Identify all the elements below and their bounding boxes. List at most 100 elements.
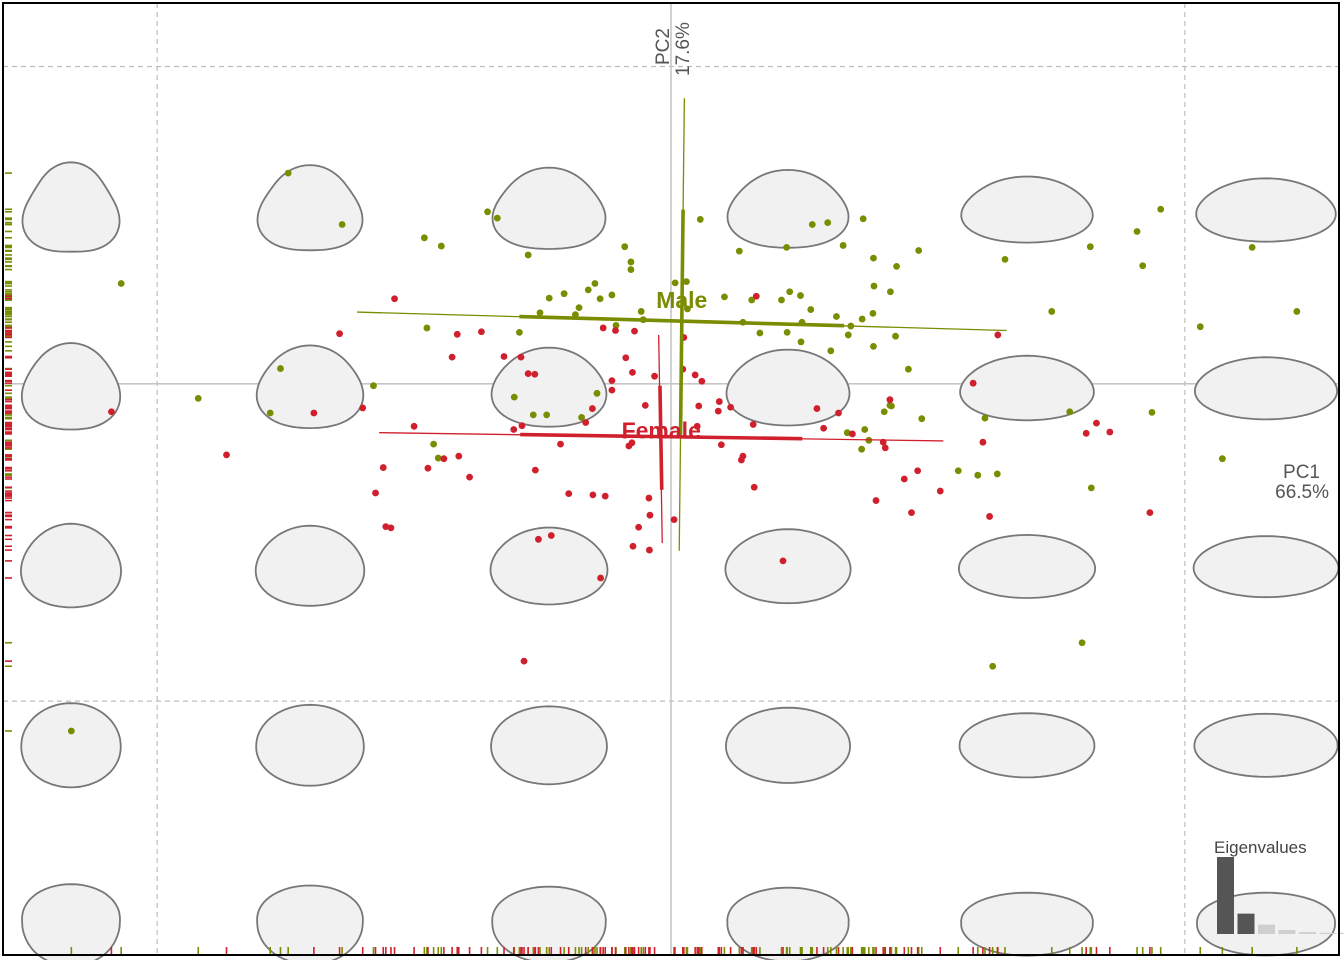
male-point	[671, 279, 679, 287]
female-point	[535, 535, 542, 543]
morphospace-shape	[1193, 712, 1339, 778]
morphospace-shape	[489, 526, 609, 606]
male-point	[858, 315, 866, 323]
female-point	[597, 574, 605, 582]
female-point	[715, 398, 723, 405]
male-point	[591, 280, 599, 287]
female-point	[979, 438, 987, 446]
female-point	[749, 421, 757, 428]
eigenvalue-bar	[1258, 924, 1275, 934]
female-point	[646, 511, 654, 519]
male-point	[637, 308, 645, 315]
female-point	[500, 353, 508, 360]
female-point	[886, 396, 894, 404]
female-point	[588, 405, 596, 412]
male-point	[1218, 455, 1226, 463]
male-point	[627, 258, 635, 266]
female-point	[835, 409, 842, 417]
female-point	[670, 516, 678, 524]
male-point	[786, 288, 794, 296]
female-point	[631, 327, 638, 335]
female-point	[359, 404, 367, 412]
female-point	[994, 331, 1002, 339]
rug-marks	[5, 172, 1298, 955]
male-point	[493, 214, 501, 222]
morphospace-shape	[19, 522, 123, 609]
male-point	[1078, 639, 1086, 647]
female-point	[517, 353, 525, 361]
morphospace-shape	[255, 344, 365, 430]
male-point	[843, 429, 851, 437]
male-point	[434, 454, 442, 462]
female-point	[518, 422, 526, 430]
male-point	[596, 295, 604, 303]
male-point	[612, 322, 620, 329]
female-point	[779, 557, 787, 565]
morphospace-shape	[20, 702, 122, 789]
male-point	[888, 402, 895, 410]
morphospace-shape	[21, 883, 121, 960]
male-point	[989, 662, 997, 670]
eigenvalues-inset: Eigenvalues	[1214, 838, 1344, 934]
female-point	[520, 657, 528, 665]
morphospace-shape	[960, 891, 1094, 957]
female-point	[900, 475, 908, 483]
female-point	[510, 426, 518, 433]
male-point	[721, 293, 728, 301]
male-point	[844, 331, 852, 339]
female-point	[410, 422, 418, 430]
female-point	[714, 407, 722, 415]
female-point	[582, 419, 590, 426]
male-point	[683, 278, 690, 286]
female-point	[379, 464, 387, 471]
male-point	[797, 292, 804, 299]
male-point	[593, 389, 601, 397]
male-point	[783, 243, 791, 251]
female-point	[635, 523, 643, 531]
male-point	[524, 251, 532, 259]
male-point	[529, 411, 537, 419]
female-point	[750, 483, 758, 491]
female-point	[557, 440, 564, 448]
male-point	[1133, 228, 1141, 235]
morphospace-shapes	[19, 161, 1340, 960]
male-point	[807, 306, 815, 313]
male-point	[627, 266, 635, 273]
female-point	[547, 532, 555, 539]
female-point	[310, 409, 318, 417]
eigenvalues-label: Eigenvalues	[1214, 838, 1307, 857]
male-point	[756, 329, 764, 337]
male-point	[887, 288, 894, 296]
male-point	[870, 342, 877, 350]
female-point	[589, 491, 597, 499]
morphospace-shape	[21, 161, 121, 253]
female-point	[372, 489, 379, 497]
female-point	[608, 377, 616, 385]
male-point	[608, 291, 616, 299]
female-point	[1146, 509, 1154, 517]
male-point	[266, 409, 274, 417]
female-point	[645, 494, 653, 502]
pc2-axis-name: PC2	[653, 28, 674, 65]
male-point	[621, 243, 629, 251]
male-point	[1139, 262, 1147, 270]
male-point	[954, 467, 962, 475]
morphospace-shape	[491, 166, 607, 250]
male-point	[437, 242, 445, 250]
male-point	[735, 247, 743, 255]
female-point	[691, 371, 699, 379]
female-point	[739, 452, 747, 460]
male-point	[1087, 484, 1095, 492]
male-point	[880, 408, 888, 416]
morphospace-shape	[958, 712, 1096, 779]
male-point	[833, 313, 840, 320]
male-point	[870, 254, 877, 262]
female-point	[524, 370, 532, 378]
morphospace-shape	[1195, 177, 1337, 243]
female-point	[108, 408, 115, 416]
male-point	[560, 290, 568, 298]
morphospace-shape	[256, 884, 364, 960]
axes	[3, 3, 1339, 955]
male-point	[858, 445, 866, 453]
male-point	[575, 304, 583, 312]
